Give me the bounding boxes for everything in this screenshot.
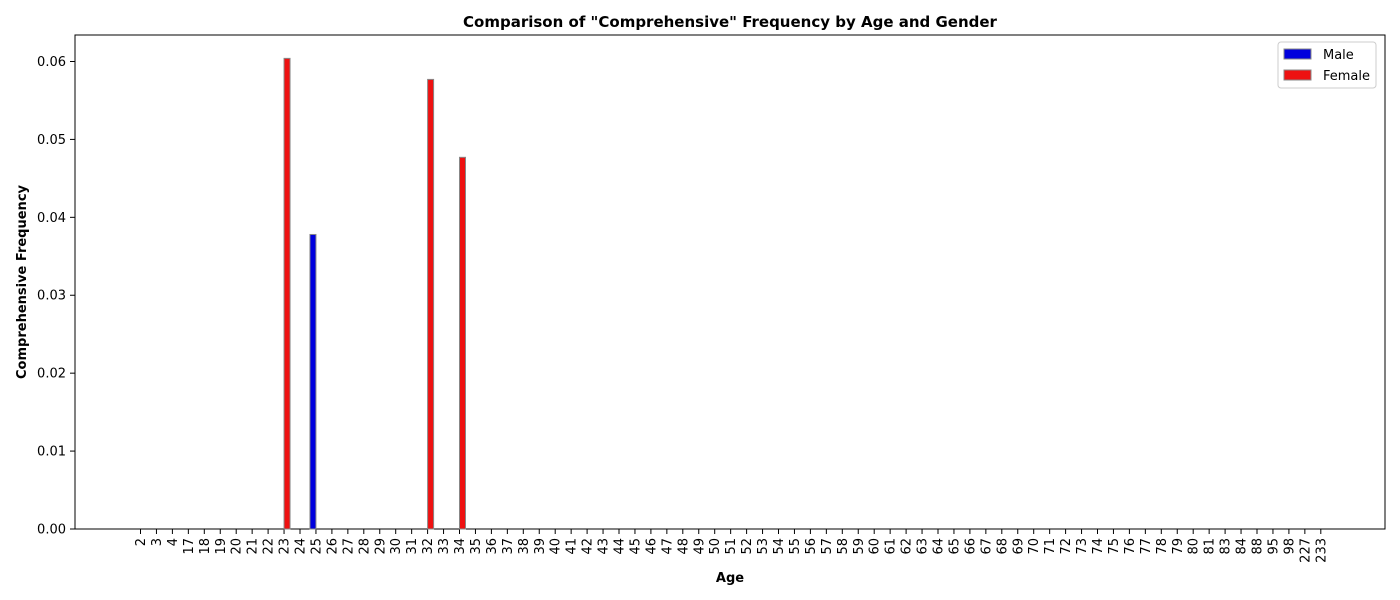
x-tick-label: 65: [947, 538, 962, 555]
x-tick-label: 57: [820, 538, 835, 555]
x-tick-label: 98: [1282, 538, 1297, 555]
x-tick-label: 20: [230, 538, 245, 555]
x-tick-label: 17: [182, 538, 197, 555]
bar-female-age-32: [427, 78, 435, 530]
x-tick-label: 21: [246, 538, 261, 555]
x-tick-label: 52: [740, 538, 755, 555]
legend: Male Female: [1277, 41, 1377, 89]
x-tick-label: 42: [581, 538, 596, 555]
x-tick-label: 27: [341, 538, 356, 555]
x-tick-label: 88: [1251, 538, 1266, 555]
legend-label-male: Male: [1323, 48, 1354, 63]
x-tick-label: 50: [708, 538, 723, 555]
y-axis-label: Comprehensive Frequency: [15, 184, 30, 379]
x-tick-label: 233: [1314, 538, 1329, 563]
x-tick-label: 23: [278, 538, 293, 555]
x-tick-label: 64: [932, 538, 947, 555]
x-tick-label: 24: [294, 538, 309, 555]
legend-swatch-male: [1283, 48, 1312, 60]
x-tick-label: 32: [421, 538, 436, 555]
x-tick-label: 77: [1139, 538, 1154, 555]
x-tick-label: 35: [469, 538, 484, 555]
y-tick-label: 0.02: [37, 367, 66, 382]
x-tick-label: 2: [134, 538, 149, 546]
x-tick-label: 3: [150, 538, 165, 546]
x-tick-label: 67: [979, 538, 994, 555]
y-tick-label: 0.00: [37, 523, 66, 538]
x-tick-label: 53: [756, 538, 771, 555]
x-tick-label: 51: [724, 538, 739, 555]
x-tick-label: 66: [963, 538, 978, 555]
x-tick-label: 31: [405, 538, 420, 555]
x-tick-label: 55: [788, 538, 803, 555]
x-tick-label: 44: [613, 538, 628, 555]
x-tick-label: 46: [644, 538, 659, 555]
x-tick-label: 59: [852, 538, 867, 555]
x-tick-label: 72: [1059, 538, 1074, 555]
x-tick-label: 25: [309, 538, 324, 555]
x-tick-label: 37: [501, 538, 516, 555]
x-tick-label: 73: [1075, 538, 1090, 555]
y-tick-label: 0.06: [37, 55, 66, 70]
legend-swatch-female: [1283, 69, 1312, 81]
x-tick-label: 30: [389, 538, 404, 555]
y-tick-label: 0.04: [37, 211, 66, 226]
x-axis-label: Age: [716, 571, 744, 586]
plot-area: 0.000.010.020.030.040.050.062 3 4 17 18 19 20 2…: [37, 34, 1386, 563]
x-tick-label: 58: [836, 538, 851, 555]
x-tick-label: 78: [1155, 538, 1170, 555]
y-tick-label: 0.03: [37, 289, 66, 304]
x-tick-label: 47: [660, 538, 675, 555]
x-tick-label: 19: [214, 538, 229, 555]
x-tick-label: 38: [517, 538, 532, 555]
x-tick-label: 34: [453, 538, 468, 555]
y-tick-label: 0.05: [37, 133, 66, 148]
x-tick-label: 36: [485, 538, 500, 555]
x-tick-label: 69: [1011, 538, 1026, 555]
x-tick-label: 61: [884, 538, 899, 555]
x-tick-label: 18: [198, 538, 213, 555]
x-tick-label: 29: [373, 538, 388, 555]
x-tick-label: 33: [437, 538, 452, 555]
x-tick-label: 76: [1123, 538, 1138, 555]
x-tick-label: 95: [1266, 538, 1281, 555]
legend-label-female: Female: [1323, 69, 1370, 84]
x-tick-label: 39: [533, 538, 548, 555]
x-tick-label: 68: [995, 538, 1010, 555]
x-tick-label: 71: [1043, 538, 1058, 555]
x-tick-label: 54: [772, 538, 787, 555]
x-tick-label: 41: [565, 538, 580, 555]
x-tick-label: 48: [676, 538, 691, 555]
x-tick-label: 63: [916, 538, 931, 555]
x-tick-label: 22: [262, 538, 277, 555]
x-tick-label: 56: [804, 538, 819, 555]
x-tick-label: 83: [1219, 538, 1234, 555]
plot-frame: [74, 34, 1386, 530]
x-tick-label: 62: [900, 538, 915, 555]
x-tick-label: 43: [597, 538, 612, 555]
y-tick-label: 0.01: [37, 445, 66, 460]
x-tick-label: 45: [628, 538, 643, 555]
bar-female-age-34: [459, 156, 466, 530]
x-tick-label: 74: [1091, 538, 1106, 555]
x-tick-label: 28: [357, 538, 372, 555]
x-tick-label: 84: [1235, 538, 1250, 555]
x-tick-label: 75: [1107, 538, 1122, 555]
x-tick-label: 49: [692, 538, 707, 555]
chart-title: Comparison of "Comprehensive" Frequency …: [463, 13, 998, 31]
x-tick-label: 81: [1203, 538, 1218, 555]
bar-male-age-25: [309, 233, 317, 530]
x-tick-label: 80: [1187, 538, 1202, 555]
x-tick-label: 40: [549, 538, 564, 555]
bar-female-age-23: [283, 57, 291, 530]
x-tick-label: 26: [325, 538, 340, 555]
x-tick-label: 70: [1027, 538, 1042, 555]
x-tick-label: 79: [1171, 538, 1186, 555]
x-tick-label: 227: [1298, 538, 1313, 563]
x-tick-label: 60: [868, 538, 883, 555]
x-tick-label: 4: [166, 538, 181, 546]
